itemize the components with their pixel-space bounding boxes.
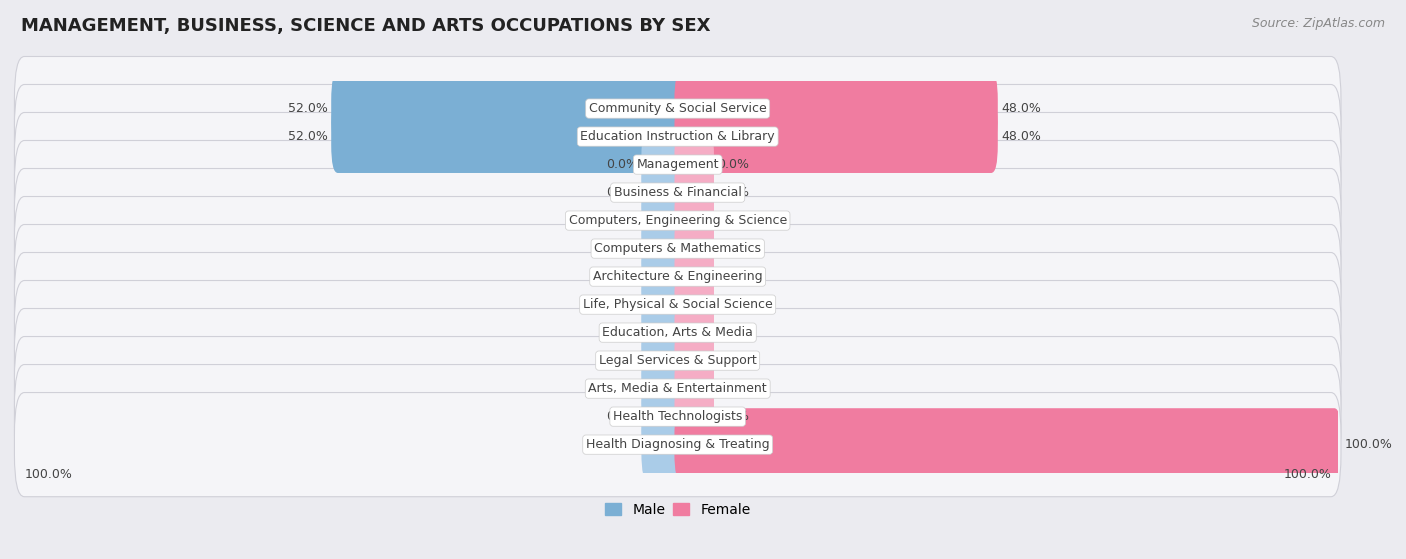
Text: Education, Arts & Media: Education, Arts & Media bbox=[602, 326, 754, 339]
Text: 0.0%: 0.0% bbox=[606, 382, 638, 395]
FancyBboxPatch shape bbox=[641, 128, 681, 201]
FancyBboxPatch shape bbox=[675, 268, 714, 341]
FancyBboxPatch shape bbox=[675, 352, 714, 425]
FancyBboxPatch shape bbox=[641, 296, 681, 369]
Text: Health Diagnosing & Treating: Health Diagnosing & Treating bbox=[586, 438, 769, 451]
FancyBboxPatch shape bbox=[641, 156, 681, 229]
FancyBboxPatch shape bbox=[14, 168, 1341, 273]
Text: 0.0%: 0.0% bbox=[606, 298, 638, 311]
Text: 0.0%: 0.0% bbox=[606, 214, 638, 227]
Text: Computers, Engineering & Science: Computers, Engineering & Science bbox=[568, 214, 787, 227]
Text: 52.0%: 52.0% bbox=[288, 130, 328, 143]
Text: 0.0%: 0.0% bbox=[606, 242, 638, 255]
Text: Management: Management bbox=[637, 158, 718, 171]
FancyBboxPatch shape bbox=[675, 156, 714, 229]
Legend: Male, Female: Male, Female bbox=[605, 503, 751, 517]
FancyBboxPatch shape bbox=[14, 364, 1341, 468]
FancyBboxPatch shape bbox=[675, 380, 714, 453]
FancyBboxPatch shape bbox=[675, 100, 998, 173]
Text: 48.0%: 48.0% bbox=[1001, 102, 1040, 115]
FancyBboxPatch shape bbox=[14, 309, 1341, 413]
Text: Architecture & Engineering: Architecture & Engineering bbox=[593, 270, 762, 283]
Text: 0.0%: 0.0% bbox=[717, 270, 749, 283]
Text: 0.0%: 0.0% bbox=[606, 410, 638, 423]
FancyBboxPatch shape bbox=[675, 408, 1341, 481]
Text: 100.0%: 100.0% bbox=[1284, 468, 1331, 481]
Text: 100.0%: 100.0% bbox=[1344, 438, 1392, 451]
FancyBboxPatch shape bbox=[14, 84, 1341, 189]
Text: 0.0%: 0.0% bbox=[717, 354, 749, 367]
Text: 0.0%: 0.0% bbox=[717, 214, 749, 227]
FancyBboxPatch shape bbox=[14, 197, 1341, 301]
FancyBboxPatch shape bbox=[641, 352, 681, 425]
Text: Education Instruction & Library: Education Instruction & Library bbox=[581, 130, 775, 143]
Text: 0.0%: 0.0% bbox=[606, 354, 638, 367]
Text: Health Technologists: Health Technologists bbox=[613, 410, 742, 423]
FancyBboxPatch shape bbox=[14, 140, 1341, 245]
Text: 0.0%: 0.0% bbox=[606, 186, 638, 199]
Text: 0.0%: 0.0% bbox=[717, 186, 749, 199]
Text: MANAGEMENT, BUSINESS, SCIENCE AND ARTS OCCUPATIONS BY SEX: MANAGEMENT, BUSINESS, SCIENCE AND ARTS O… bbox=[21, 17, 710, 35]
FancyBboxPatch shape bbox=[14, 112, 1341, 217]
FancyBboxPatch shape bbox=[641, 324, 681, 397]
FancyBboxPatch shape bbox=[641, 380, 681, 453]
FancyBboxPatch shape bbox=[14, 337, 1341, 440]
Text: 0.0%: 0.0% bbox=[606, 326, 638, 339]
FancyBboxPatch shape bbox=[675, 128, 714, 201]
FancyBboxPatch shape bbox=[675, 296, 714, 369]
FancyBboxPatch shape bbox=[675, 324, 714, 397]
Text: 0.0%: 0.0% bbox=[717, 298, 749, 311]
Text: Community & Social Service: Community & Social Service bbox=[589, 102, 766, 115]
FancyBboxPatch shape bbox=[14, 253, 1341, 357]
Text: Source: ZipAtlas.com: Source: ZipAtlas.com bbox=[1251, 17, 1385, 30]
FancyBboxPatch shape bbox=[641, 212, 681, 285]
Text: Computers & Mathematics: Computers & Mathematics bbox=[595, 242, 761, 255]
Text: Business & Financial: Business & Financial bbox=[614, 186, 741, 199]
Text: 0.0%: 0.0% bbox=[606, 438, 638, 451]
FancyBboxPatch shape bbox=[675, 184, 714, 257]
Text: 0.0%: 0.0% bbox=[606, 270, 638, 283]
FancyBboxPatch shape bbox=[675, 240, 714, 313]
Text: 0.0%: 0.0% bbox=[717, 410, 749, 423]
Text: 0.0%: 0.0% bbox=[717, 242, 749, 255]
Text: Legal Services & Support: Legal Services & Support bbox=[599, 354, 756, 367]
Text: Life, Physical & Social Science: Life, Physical & Social Science bbox=[583, 298, 772, 311]
Text: 0.0%: 0.0% bbox=[717, 326, 749, 339]
FancyBboxPatch shape bbox=[641, 240, 681, 313]
Text: Arts, Media & Entertainment: Arts, Media & Entertainment bbox=[588, 382, 768, 395]
FancyBboxPatch shape bbox=[332, 72, 681, 145]
Text: 0.0%: 0.0% bbox=[606, 158, 638, 171]
Text: 0.0%: 0.0% bbox=[717, 382, 749, 395]
FancyBboxPatch shape bbox=[641, 184, 681, 257]
FancyBboxPatch shape bbox=[14, 392, 1341, 497]
Text: 48.0%: 48.0% bbox=[1001, 130, 1040, 143]
Text: 0.0%: 0.0% bbox=[717, 158, 749, 171]
FancyBboxPatch shape bbox=[675, 72, 998, 145]
FancyBboxPatch shape bbox=[641, 268, 681, 341]
FancyBboxPatch shape bbox=[332, 100, 681, 173]
FancyBboxPatch shape bbox=[675, 212, 714, 285]
FancyBboxPatch shape bbox=[14, 225, 1341, 329]
FancyBboxPatch shape bbox=[641, 408, 681, 481]
Text: 52.0%: 52.0% bbox=[288, 102, 328, 115]
Text: 100.0%: 100.0% bbox=[24, 468, 72, 481]
FancyBboxPatch shape bbox=[14, 56, 1341, 160]
FancyBboxPatch shape bbox=[14, 281, 1341, 385]
